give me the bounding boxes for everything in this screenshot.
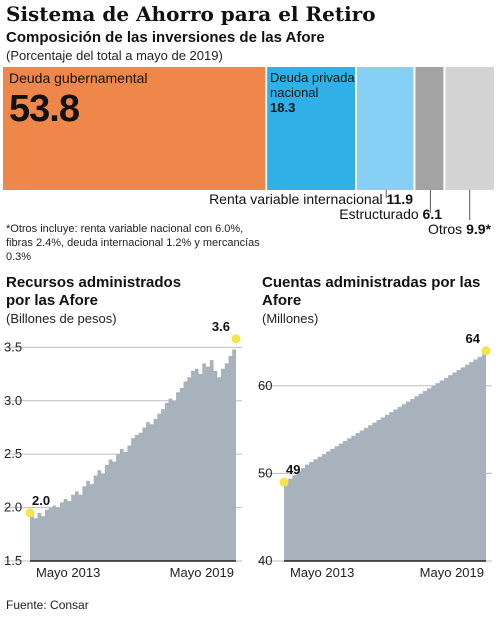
callout-value: 9.9* [466,221,491,237]
end-point-marker [481,346,491,356]
composition-segment-1 [267,67,356,190]
callout-name: Otros [427,221,463,237]
chart-right-title: Cuentas administradas por las Afore [262,274,481,309]
area-chart-cuentas: 40 50 60 Mayo 2013 Mayo 2019 49 64 [258,331,492,580]
segment-label-deuda-privada: Deuda privada nacional 18.3 [270,70,365,115]
source-note: Fuente: Consar [6,598,89,612]
start-value-label: 49 [286,462,300,477]
composition-segment-0 [3,67,266,190]
callout-value: 6.1 [422,206,442,222]
segment-name: Deuda privada nacional [270,70,355,100]
y-tick-label: 2.0 [4,500,22,515]
composition-segment-4 [445,67,494,190]
footnote: *Otros incluye: renta variable nacional … [6,223,260,263]
chart-subtitle: Composición de las inversiones de las Af… [6,29,325,46]
chart-note: (Porcentaje del total a mayo de 2019) [6,48,223,63]
composition-segment-2 [357,67,414,190]
callout-name: Estructurado [339,206,419,222]
area-series [284,350,486,561]
start-point-marker [25,508,35,518]
y-tick-label: 2.5 [4,446,22,461]
callout-value: 11.9 [386,191,413,207]
area-chart-recursos: 1.5 2.0 2.5 3.0 3.5 Mayo 2013 Mayo 2019 2.0 3.6 [4,320,242,580]
chart-left-unit: (Billones de pesos) [6,311,117,326]
y-tick-label: 60 [258,378,272,393]
callout-estructurado: Estructurado 6.1 [339,206,442,222]
segment-name: Deuda gubernamental [9,70,148,86]
composition-segment-3 [415,67,444,190]
composition-bar [3,67,494,220]
x-tick-label-end: Mayo 2019 [420,565,484,580]
callout-name: Renta variable internacional [209,191,383,207]
segment-value: 53.8 [9,88,80,130]
start-point-marker [279,477,289,487]
y-tick-label: 50 [258,465,272,480]
segment-label-deuda-gubernamental: Deuda gubernamental 53.8 [9,70,159,129]
callout-otros: Otros 9.9* [428,221,491,237]
y-tick-label: 40 [258,553,272,568]
segment-value: 18.3 [270,100,296,115]
end-value-label: 64 [466,331,481,346]
y-tick-label: 1.5 [4,553,22,568]
x-tick-label-start: Mayo 2013 [290,565,354,580]
start-value-label: 2.0 [32,493,50,508]
y-tick-label: 3.5 [4,339,22,354]
x-tick-label-end: Mayo 2019 [170,565,234,580]
y-tick-label: 3.0 [4,393,22,408]
chart-right-unit: (Millones) [262,311,319,326]
callout-renta-variable: Renta variable internacional 11.9 [209,191,413,207]
chart-title: Sistema de Ahorro para el Retiro [6,2,376,26]
x-tick-label-start: Mayo 2013 [36,565,100,580]
end-point-marker [231,334,241,344]
chart-left-title: Recursos administrados por las Afore [6,274,182,309]
area-series [30,338,236,561]
end-value-label: 3.6 [212,320,230,334]
